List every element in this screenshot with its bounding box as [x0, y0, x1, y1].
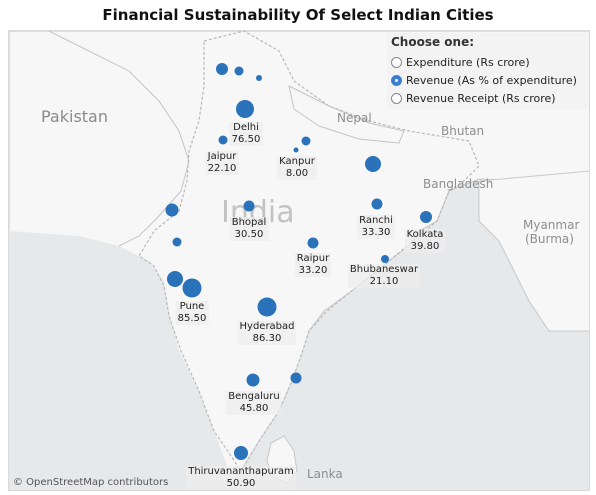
city-label-pune: Pune 85.50 — [175, 301, 209, 325]
city-marker-jaipur[interactable] — [218, 135, 228, 145]
option-expenditure-label: Expenditure (Rs crore) — [406, 55, 530, 69]
city-label-raipur: Raipur 33.20 — [294, 253, 332, 277]
city-marker-4[interactable] — [301, 136, 311, 146]
city-marker-bengaluru[interactable] — [246, 373, 260, 387]
city-marker-kolkata[interactable] — [420, 211, 432, 223]
city-label-bengaluru: Bengaluru 45.80 — [226, 391, 282, 415]
city-label-kanpur: Kanpur 8.00 — [277, 156, 317, 180]
bay-of-bengal — [230, 223, 549, 490]
selector-heading: Choose one: — [391, 35, 475, 49]
city-marker-9[interactable] — [290, 372, 302, 384]
option-expenditure[interactable]: Expenditure (Rs crore) — [391, 53, 589, 71]
city-marker-delhi[interactable] — [236, 100, 254, 118]
city-marker-8[interactable] — [167, 271, 183, 287]
city-marker-ranchi[interactable] — [371, 198, 383, 210]
city-label-delhi: Delhi 76.50 — [229, 122, 263, 146]
region-label-myanmar: Myanmar — [523, 218, 580, 232]
city-label-bhopal: Bhopal 30.50 — [229, 217, 269, 241]
city-marker-6[interactable] — [165, 203, 179, 217]
option-revenue-percent[interactable]: Revenue (As % of expenditure) — [391, 71, 589, 89]
city-label-bhubaneswar: Bhubaneswar 21.10 — [347, 264, 421, 288]
city-label-thiruvananthapuram: Thiruvananthapuram 50.90 — [186, 466, 296, 490]
region-label-myanmar-local: (Burma) — [525, 232, 574, 246]
city-marker-1[interactable] — [216, 63, 228, 75]
city-marker-thiruvananthapuram[interactable] — [234, 446, 248, 460]
city-marker-2[interactable] — [234, 66, 244, 76]
myanmar-land — [478, 170, 589, 332]
option-revenue-receipt-label: Revenue Receipt (Rs crore) — [406, 91, 556, 105]
measure-selector: Choose one: Expenditure (Rs crore) Reven… — [387, 33, 589, 109]
radio-revenue-receipt[interactable] — [391, 92, 402, 104]
option-revenue-receipt[interactable]: Revenue Receipt (Rs crore) — [391, 89, 589, 107]
city-marker-5[interactable] — [365, 156, 381, 172]
region-label-nepal: Nepal — [337, 111, 372, 125]
arabian-sea — [9, 231, 234, 490]
city-marker-bhubaneswar[interactable] — [381, 255, 389, 263]
city-marker-bhopal[interactable] — [243, 200, 255, 212]
city-marker-pune[interactable] — [182, 278, 202, 298]
city-label-ranchi: Ranchi 33.30 — [357, 215, 395, 239]
city-label-kolkata: Kolkata 39.80 — [404, 229, 446, 253]
chart-title: Financial Sustainability Of Select India… — [102, 6, 494, 24]
region-label-pakistan: Pakistan — [41, 107, 108, 126]
pakistan-border — [48, 31, 190, 247]
option-revenue-percent-label: Revenue (As % of expenditure) — [406, 73, 577, 87]
nepal-border — [288, 85, 405, 144]
city-label-hyderabad: Hyderabad 86.30 — [237, 321, 297, 345]
city-marker-hyderabad[interactable] — [257, 297, 277, 317]
region-label-lanka: Lanka — [307, 467, 343, 481]
city-marker-7[interactable] — [172, 237, 182, 247]
city-label-jaipur: Jaipur 22.10 — [205, 151, 239, 175]
city-marker-kanpur[interactable] — [293, 147, 299, 153]
city-marker-raipur[interactable] — [307, 237, 319, 249]
region-label-bhutan: Bhutan — [441, 124, 485, 138]
map-attribution[interactable]: © OpenStreetMap contributors — [13, 477, 169, 488]
radio-expenditure[interactable] — [391, 56, 402, 68]
india-border — [138, 31, 480, 473]
radio-revenue-percent[interactable] — [391, 74, 402, 86]
region-label-bangladesh: Bangladesh — [423, 177, 494, 191]
city-marker-3[interactable] — [256, 75, 262, 81]
map-area[interactable]: Pakistan Nepal Bhutan Bangladesh Myanmar… — [8, 30, 590, 491]
